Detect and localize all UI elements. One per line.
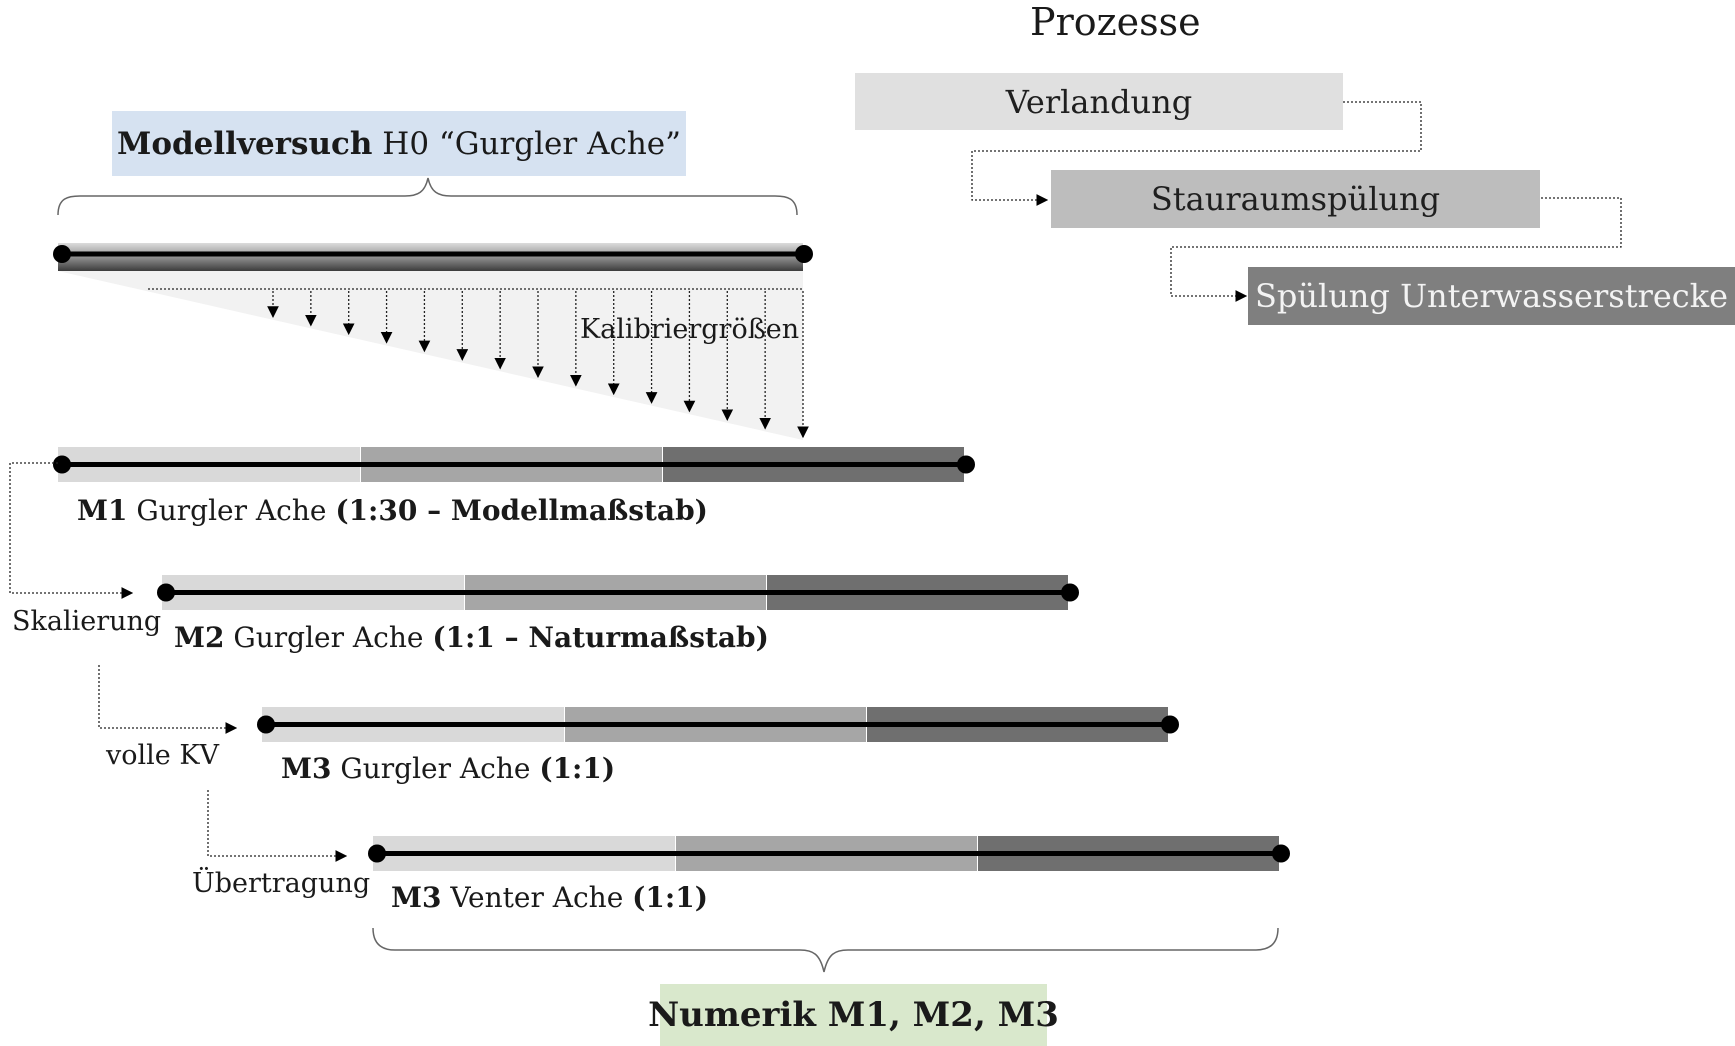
model-scale-m1: (1:30 – Modellmaßstab)	[335, 494, 708, 527]
h0-bar	[58, 243, 803, 271]
connector-process-2-3	[1170, 197, 1622, 302]
model-scale-m3-gurgler: (1:1)	[539, 752, 616, 785]
model-bar-2	[157, 575, 1079, 610]
model-id-m3-gurgler: M3	[281, 752, 332, 785]
model-bar-4	[368, 836, 1290, 871]
model-scale-m3-venter: (1:1)	[632, 881, 708, 914]
bar-endpoint	[1061, 583, 1079, 602]
calibration-fan	[58, 271, 803, 440]
model-id-m1: M1	[77, 494, 128, 527]
bar-endpoint	[257, 715, 275, 734]
model-label-m3-gurgler: M3 Gurgler Ache (1:1)	[281, 752, 615, 785]
model-bar-3	[257, 707, 1179, 742]
bar-endpoint	[368, 844, 386, 863]
model-id-m3-venter: M3	[391, 881, 442, 914]
transition-uebertragung: Übertragung	[192, 868, 371, 899]
bar-endpoint	[1272, 844, 1290, 863]
bar-endpoint	[53, 455, 71, 474]
modellversuch-title: Modellversuch H0 “Gurgler Ache”	[112, 111, 686, 176]
model-name-m1: Gurgler Ache	[136, 494, 327, 527]
connector-volle-kv	[98, 665, 238, 734]
modellversuch-bold: Modellversuch	[117, 125, 373, 162]
process-spuelung-unterwasserstrecke: Spülung Unterwasserstrecke	[1248, 267, 1735, 325]
modellversuch-rest: H0 “Gurgler Ache”	[382, 125, 681, 162]
model-label-m1: M1 Gurgler Ache (1:30 – Modellmaßstab)	[77, 494, 708, 527]
bar-endpoint	[1161, 715, 1179, 734]
calibration-label: Kalibriergrößen	[580, 314, 800, 345]
model-name-m2: Gurgler Ache	[233, 621, 424, 654]
connector-process-1-2	[971, 101, 1422, 206]
model-bar-1	[53, 447, 975, 482]
process-verlandung: Verlandung	[855, 73, 1343, 130]
model-scale-m2: (1:1 – Naturmaßstab)	[432, 621, 769, 654]
transition-skalierung: Skalierung	[12, 606, 162, 637]
connector-skalierung	[9, 462, 134, 599]
bar-endpoint	[157, 583, 175, 602]
model-name-m3-venter: Venter Ache	[450, 881, 624, 914]
model-label-m2: M2 Gurgler Ache (1:1 – Naturmaßstab)	[174, 621, 769, 654]
connector-uebertragung	[207, 790, 348, 862]
model-label-m3-venter: M3 Venter Ache (1:1)	[391, 881, 708, 914]
model-id-m2: M2	[174, 621, 225, 654]
calibration-arrows	[267, 291, 809, 439]
top-brace	[57, 177, 798, 216]
processes-heading: Prozesse	[1030, 0, 1201, 44]
model-bars	[53, 447, 1290, 871]
transition-volle-kv: volle KV	[106, 740, 220, 771]
process-stauraumspuelung: Stauraumspülung	[1051, 170, 1540, 228]
model-name-m3-gurgler: Gurgler Ache	[340, 752, 531, 785]
numerik-box: Numerik M1, M2, M3	[648, 984, 1059, 1046]
bar-endpoint	[957, 455, 975, 474]
bottom-brace	[372, 927, 1279, 973]
